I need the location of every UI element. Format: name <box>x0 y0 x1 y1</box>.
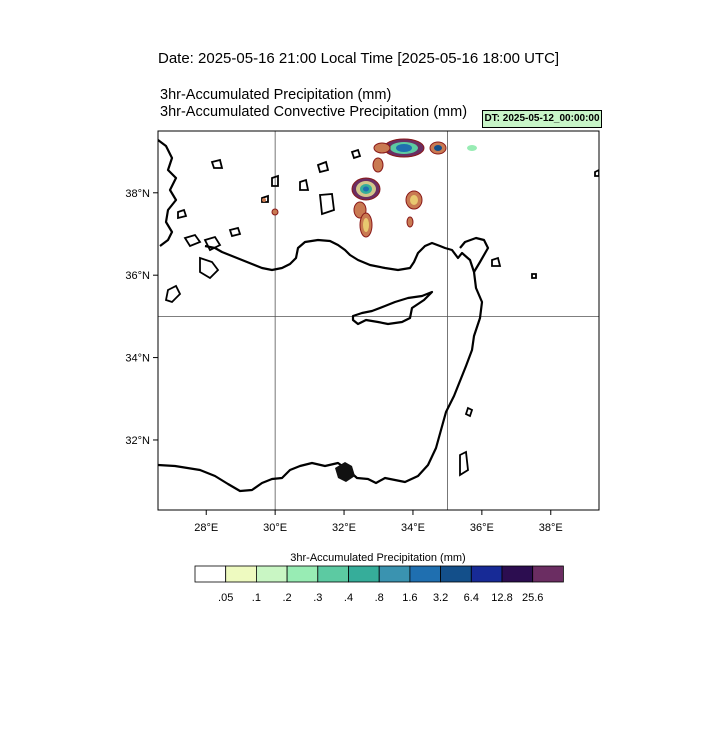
map-frame <box>157 130 600 511</box>
colorbar-swatch <box>378 565 411 583</box>
colorbar-label: .1 <box>252 592 261 604</box>
colorbar-label: .8 <box>375 592 384 604</box>
island-small-5 <box>531 273 537 279</box>
lat-tick-label: 36°N <box>125 270 150 282</box>
colorbar-label: .4 <box>344 592 353 604</box>
colorbar-label: 1.6 <box>402 592 417 604</box>
colorbar-swatch <box>317 565 349 583</box>
colorbar-swatch <box>440 565 472 583</box>
lon-tick-label: 28°E <box>194 522 218 534</box>
island-small-7 <box>464 406 474 418</box>
island-small-2 <box>177 208 188 220</box>
coastline <box>158 139 490 493</box>
colorbar-label: 12.8 <box>491 592 512 604</box>
map-axes: 28°E 30°E 32°E 34°E 36°E 38°E 38°N 36°N 34°N 32°N <box>125 188 562 534</box>
convective-precip-title: 3hr-Accumulated Convective Precipitation… <box>160 104 468 120</box>
lon-tick-label: 30°E <box>263 522 287 534</box>
lon-tick-label: 36°E <box>470 522 494 534</box>
island-ikaria <box>319 193 335 216</box>
cyprus <box>351 290 434 326</box>
island-small-1 <box>261 194 269 203</box>
map-content <box>158 131 599 510</box>
colorbar-swatch <box>409 565 441 583</box>
lat-tick-label: 32°N <box>125 435 150 447</box>
island-lemnos <box>316 160 330 174</box>
lat-tick-label: 34°N <box>125 353 150 365</box>
island-samos <box>203 235 222 252</box>
colorbar-label: .3 <box>313 592 322 604</box>
coastline-turkey-east <box>459 236 490 273</box>
colorbar-swatch <box>532 565 564 583</box>
lat-lon-grid <box>158 131 599 510</box>
lon-tick-label: 38°E <box>539 522 563 534</box>
precipitation-contours <box>262 138 477 238</box>
colorbar-swatch <box>255 565 288 583</box>
island-small-9 <box>210 158 224 169</box>
island-small-4 <box>491 256 502 267</box>
colorbar-title: 3hr-Accumulated Precipitation (mm) <box>290 552 465 564</box>
date-title: Date: 2025-05-16 21:00 Local Time [2025-… <box>158 50 560 67</box>
coastline-aegean-mainland <box>158 139 178 247</box>
colorbar-swatch <box>225 565 257 583</box>
colorbar-swatch <box>194 565 227 583</box>
colorbar-label: .2 <box>283 592 292 604</box>
islands <box>164 148 599 477</box>
colorbar: 3hr-Accumulated Precipitation (mm) .05 .1.… <box>194 552 564 604</box>
precip-cell-east <box>262 145 477 228</box>
island-crete-east <box>164 284 182 304</box>
colorbar-label: 6.4 <box>464 592 479 604</box>
colorbar-swatch <box>348 565 380 583</box>
precip-cell-west <box>351 177 381 238</box>
colorbar-swatch <box>501 565 534 583</box>
precip-title: 3hr-Accumulated Precipitation (mm) <box>160 87 392 103</box>
island-chios <box>299 178 310 191</box>
island-lesbos <box>271 174 279 187</box>
precip-cell-north <box>372 138 447 173</box>
colorbar-swatch <box>286 565 319 583</box>
island-small-8 <box>594 168 599 177</box>
lon-tick-label: 34°E <box>401 522 425 534</box>
lon-tick-label: 32°E <box>332 522 356 534</box>
dt-badge: DT: 2025-05-12_00:00:00 <box>482 110 602 128</box>
island-small-3 <box>228 226 242 238</box>
colorbar-label: .05 <box>218 592 233 604</box>
lat-tick-label: 38°N <box>125 188 150 200</box>
island-kos <box>183 233 202 248</box>
colorbar-label: 25.6 <box>522 592 543 604</box>
coastline-north-africa <box>158 238 484 493</box>
nile-delta-fill <box>335 462 355 482</box>
island-small-6 <box>459 450 469 477</box>
colorbar-label: 3.2 <box>433 592 448 604</box>
island-small-10 <box>350 148 362 160</box>
island-rhodes <box>199 256 220 280</box>
colorbar-swatch <box>470 565 503 583</box>
